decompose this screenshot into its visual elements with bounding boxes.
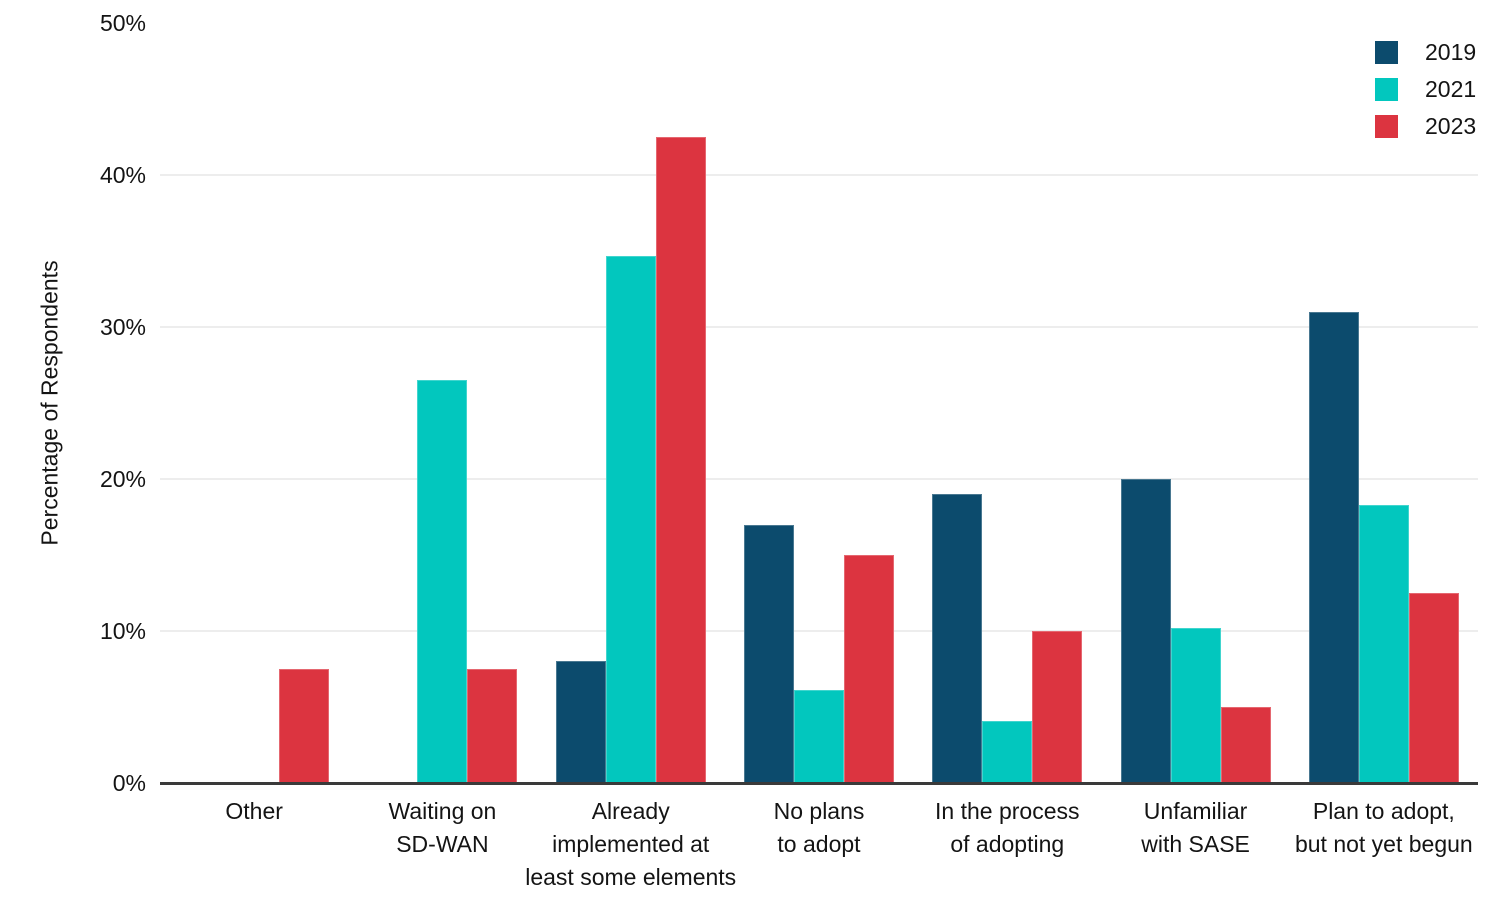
bar-2023-category-3 (655, 137, 706, 783)
category-label-6: Unfamiliar with SASE (1141, 798, 1250, 857)
bar-2019-category-6 (1120, 479, 1171, 783)
bar-2021-category-7 (1358, 504, 1409, 783)
y-tick-label-30: 30% (99, 314, 146, 340)
y-tick-label-0: 0% (112, 770, 146, 796)
category-label-5: In the process of adopting (935, 798, 1080, 857)
legend-swatch-2019 (1375, 40, 1398, 64)
category-label-4: No plans to adopt (773, 798, 865, 857)
bar-2023-category-2 (467, 669, 518, 783)
bar-2021-category-2 (417, 380, 468, 783)
legend-label-2023: 2023 (1425, 112, 1477, 139)
gridline-30 (160, 326, 1478, 328)
y-tick-label-40: 40% (99, 162, 146, 188)
bar-2023-category-4 (844, 555, 894, 783)
y-tick-label-20: 20% (99, 466, 146, 492)
gridline-10 (160, 630, 1478, 632)
bar-2019-category-5 (932, 494, 983, 783)
legend-swatch-2023 (1375, 114, 1398, 138)
category-label-7: Plan to adopt, but not yet begun (1294, 798, 1473, 857)
bar-2021-category-6 (1170, 627, 1221, 783)
legend-row-2021: 2021 (1375, 75, 1477, 102)
bar-2023-category-5 (1032, 631, 1083, 783)
gridline-20 (160, 478, 1478, 480)
y-tick-label-10: 10% (99, 618, 146, 644)
plot-area (160, 23, 1478, 785)
gridline-40 (160, 174, 1478, 176)
legend-row-2019: 2019 (1375, 38, 1477, 65)
bar-2019-category-3 (555, 661, 606, 783)
legend-swatch-2021 (1375, 77, 1398, 101)
x-axis-line (160, 782, 1478, 785)
category-label-2: Waiting on SD-WAN (388, 798, 497, 857)
bar-2021-category-4 (794, 690, 844, 783)
legend-label-2021: 2021 (1425, 75, 1477, 102)
category-label-1: Other (225, 798, 283, 824)
bar-2021-category-3 (605, 255, 656, 783)
bar-2023-category-6 (1220, 707, 1271, 783)
y-axis-title: Percentage of Respondents (36, 260, 63, 546)
bar-2019-category-4 (744, 524, 794, 783)
bar-2023-category-7 (1408, 593, 1459, 783)
bar-2019-category-7 (1308, 311, 1359, 783)
legend-label-2019: 2019 (1425, 38, 1477, 65)
legend-row-2023: 2023 (1375, 112, 1477, 139)
legend: 2019 2021 2023 (1375, 38, 1477, 151)
y-tick-label-50: 50% (99, 10, 146, 36)
bar-2021-category-5 (982, 720, 1033, 783)
bar-2023-category-1 (279, 669, 330, 783)
category-label-3: Already implemented at least some elemen… (525, 798, 737, 890)
